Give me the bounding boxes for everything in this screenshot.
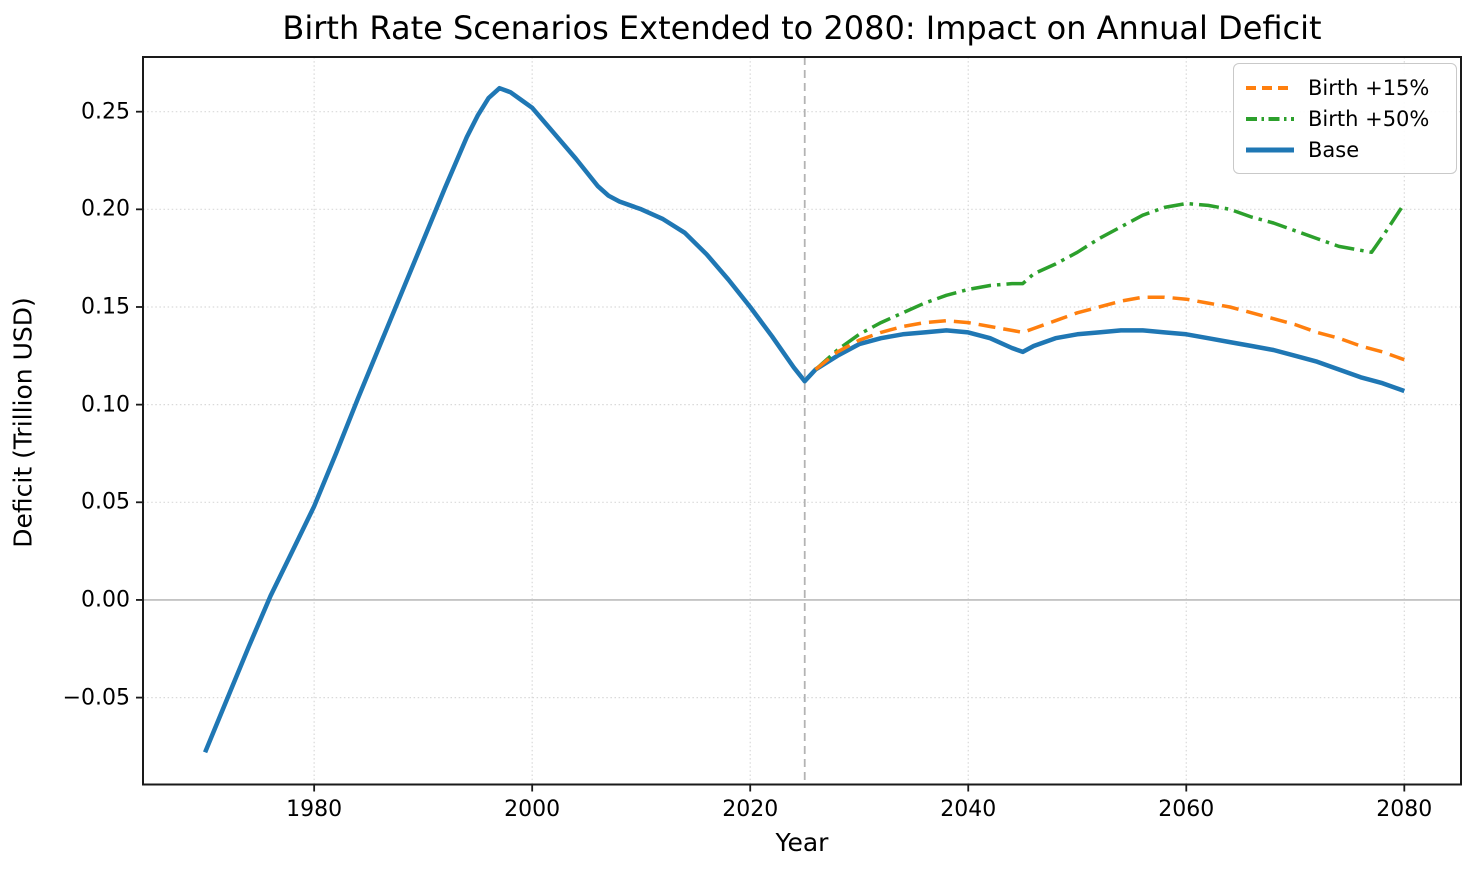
legend-item-birth-15-: Birth +15% (1246, 72, 1444, 103)
x-tick-label-1980: 1980 (286, 796, 343, 822)
legend-line-sample (1246, 85, 1294, 90)
legend-line-sample (1246, 147, 1294, 152)
plot-border (142, 56, 1462, 786)
y-tick-label-0.05: 0.05 (81, 489, 130, 515)
legend-line-sample (1246, 116, 1294, 121)
y-tick-label-0.20: 0.20 (81, 196, 130, 222)
x-tick-label-2040: 2040 (940, 796, 997, 822)
y-axis-label: Deficit (Trillion USD) (8, 297, 38, 548)
x-tick-label-2080: 2080 (1376, 796, 1433, 822)
legend-item-birth-50-: Birth +50% (1246, 103, 1444, 134)
series-line-birth-50- (814, 201, 1406, 371)
y-tick-label-0.00: 0.00 (81, 587, 130, 613)
legend-label: Base (1308, 137, 1360, 162)
y-tick-label-−0.05: −0.05 (62, 685, 130, 711)
x-axis-label: Year (775, 828, 829, 857)
y-tick-label-0.10: 0.10 (81, 392, 130, 418)
chart-title: Birth Rate Scenarios Extended to 2080: I… (282, 9, 1322, 47)
series-line-base (203, 85, 1406, 754)
x-tick-label-2060: 2060 (1158, 796, 1215, 822)
x-tick-label-2000: 2000 (504, 796, 561, 822)
legend-item-base: Base (1246, 134, 1444, 165)
legend-label: Birth +50% (1308, 106, 1430, 131)
series-line-birth-15- (814, 295, 1405, 371)
x-tick-label-2020: 2020 (722, 796, 779, 822)
y-tick-label-0.15: 0.15 (81, 294, 130, 320)
legend: Birth +15% Birth +50% Base (1233, 63, 1457, 174)
legend-label: Birth +15% (1308, 75, 1430, 100)
y-tick-label-0.25: 0.25 (81, 99, 130, 125)
